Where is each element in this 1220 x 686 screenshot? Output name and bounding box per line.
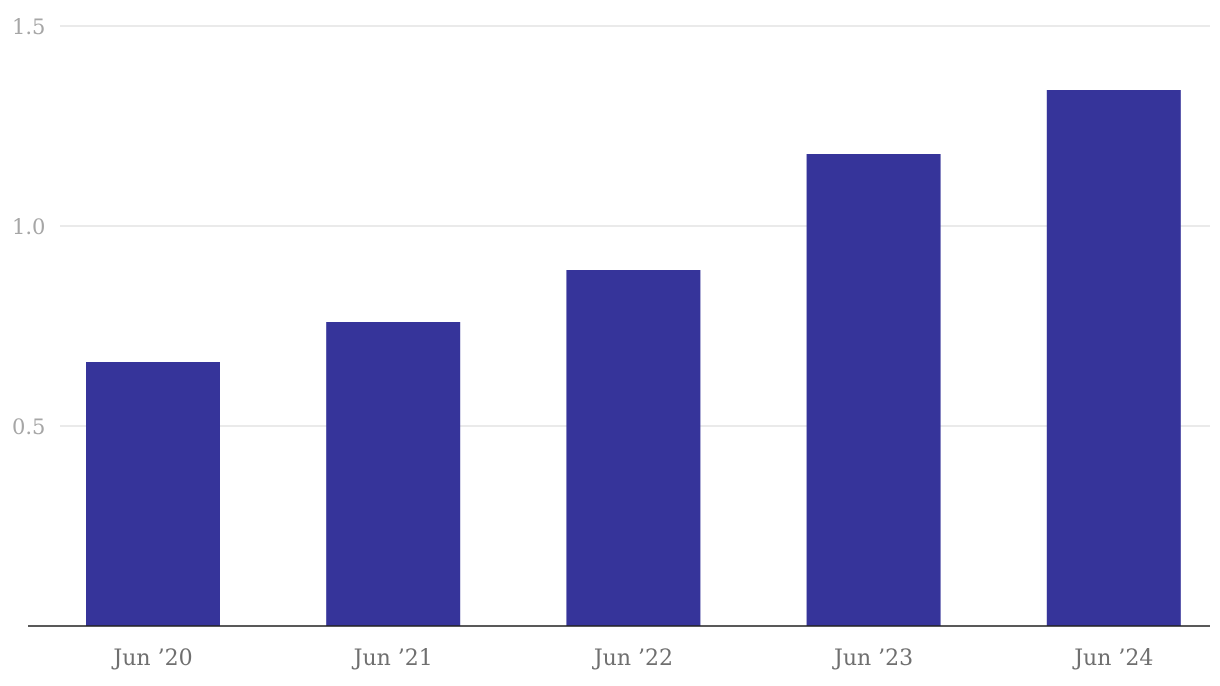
bars: [86, 90, 1181, 626]
bar-1: [326, 322, 461, 626]
x-tick-label-1: Jun ’21: [352, 646, 433, 671]
x-tick-label-3: Jun ’23: [832, 646, 913, 671]
x-tick-label-4: Jun ’24: [1072, 646, 1153, 671]
y-axis-tick-labels: 0.5 1.0 1.5: [12, 15, 45, 439]
bar-4: [1046, 90, 1181, 626]
y-tick-label-1: 1.0: [12, 215, 45, 239]
y-tick-label-2: 1.5: [12, 15, 45, 39]
bar-2: [566, 270, 701, 626]
bar-0: [86, 362, 220, 626]
y-tick-label-0: 0.5: [12, 415, 45, 439]
bar-3: [806, 154, 941, 626]
x-tick-label-0: Jun ’20: [111, 646, 192, 671]
x-axis-tick-labels: Jun ’20 Jun ’21 Jun ’22 Jun ’23 Jun ’24: [111, 646, 1153, 671]
x-tick-label-2: Jun ’22: [592, 646, 673, 671]
